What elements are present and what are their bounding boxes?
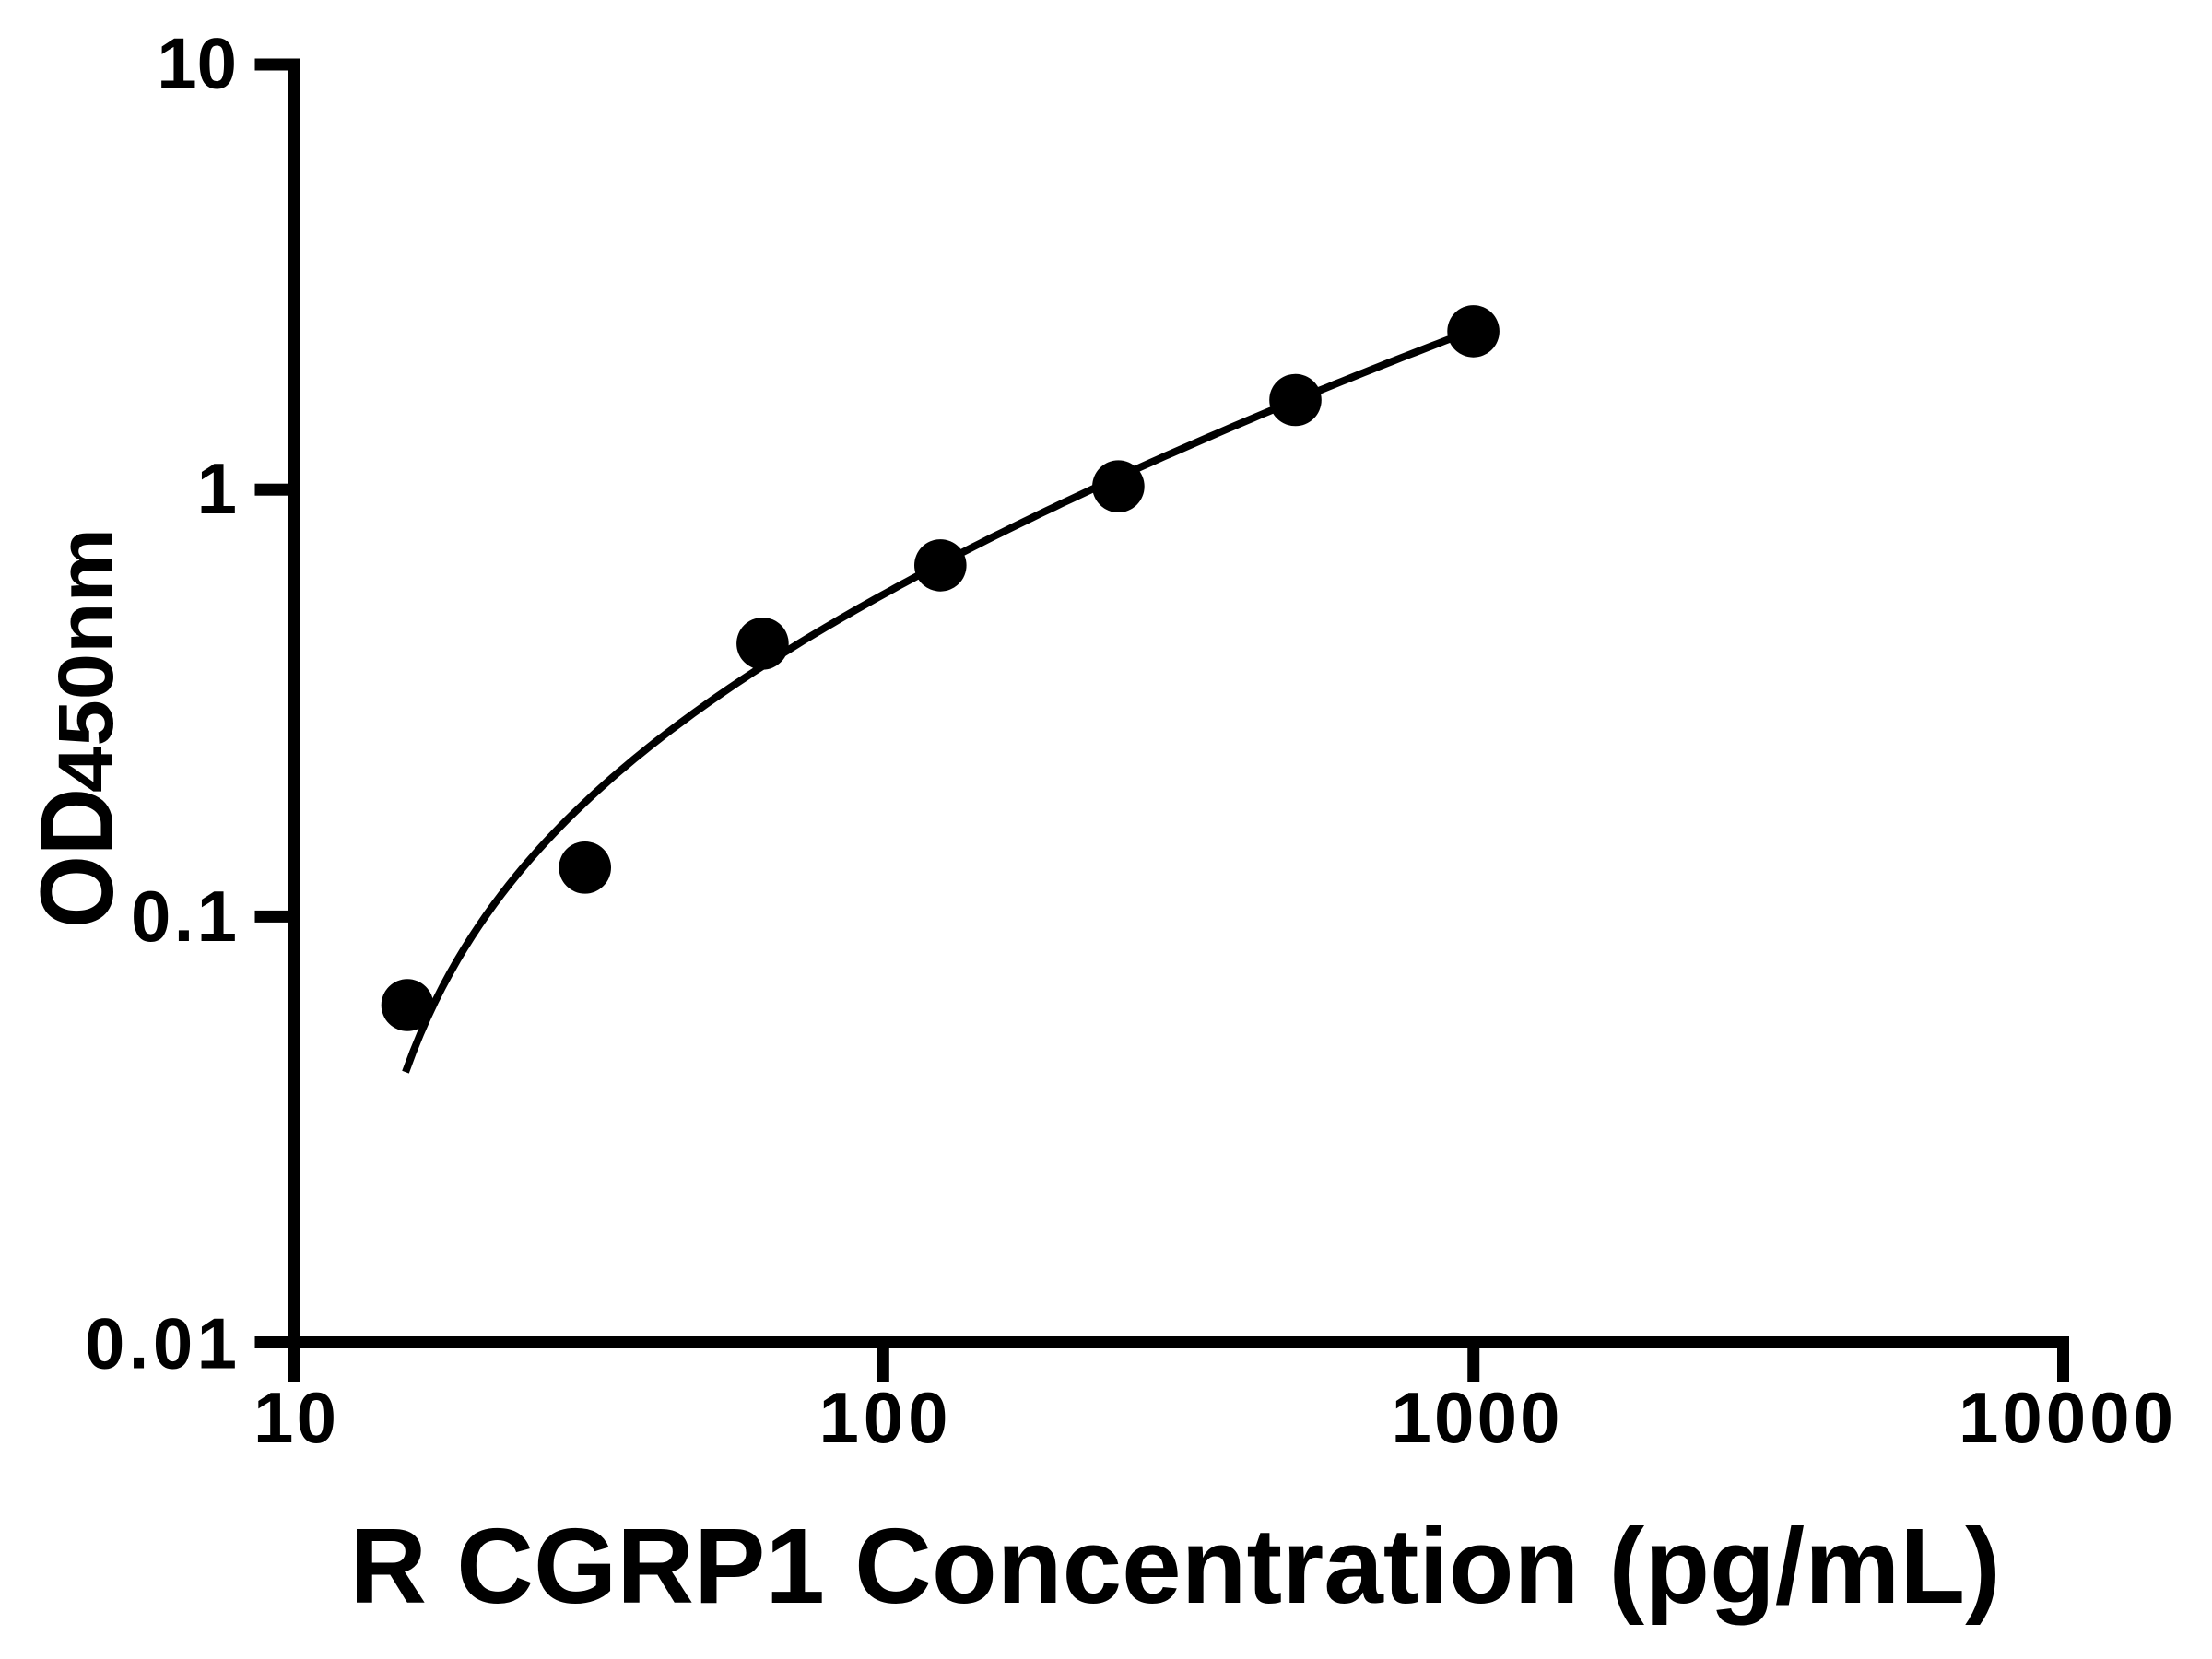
svg-text:10: 10 — [157, 23, 237, 104]
svg-text:0.1: 0.1 — [131, 876, 237, 957]
svg-text:1: 1 — [197, 448, 237, 529]
svg-text:R CGRP1 Concentration (pg/mL): R CGRP1 Concentration (pg/mL) — [349, 1506, 2001, 1626]
svg-text:450nm: 450nm — [42, 528, 129, 793]
svg-text:0.01: 0.01 — [85, 1303, 237, 1384]
svg-text:OD: OD — [19, 788, 135, 928]
svg-text:10000: 10000 — [1959, 1377, 2173, 1458]
svg-text:100: 100 — [819, 1377, 948, 1458]
